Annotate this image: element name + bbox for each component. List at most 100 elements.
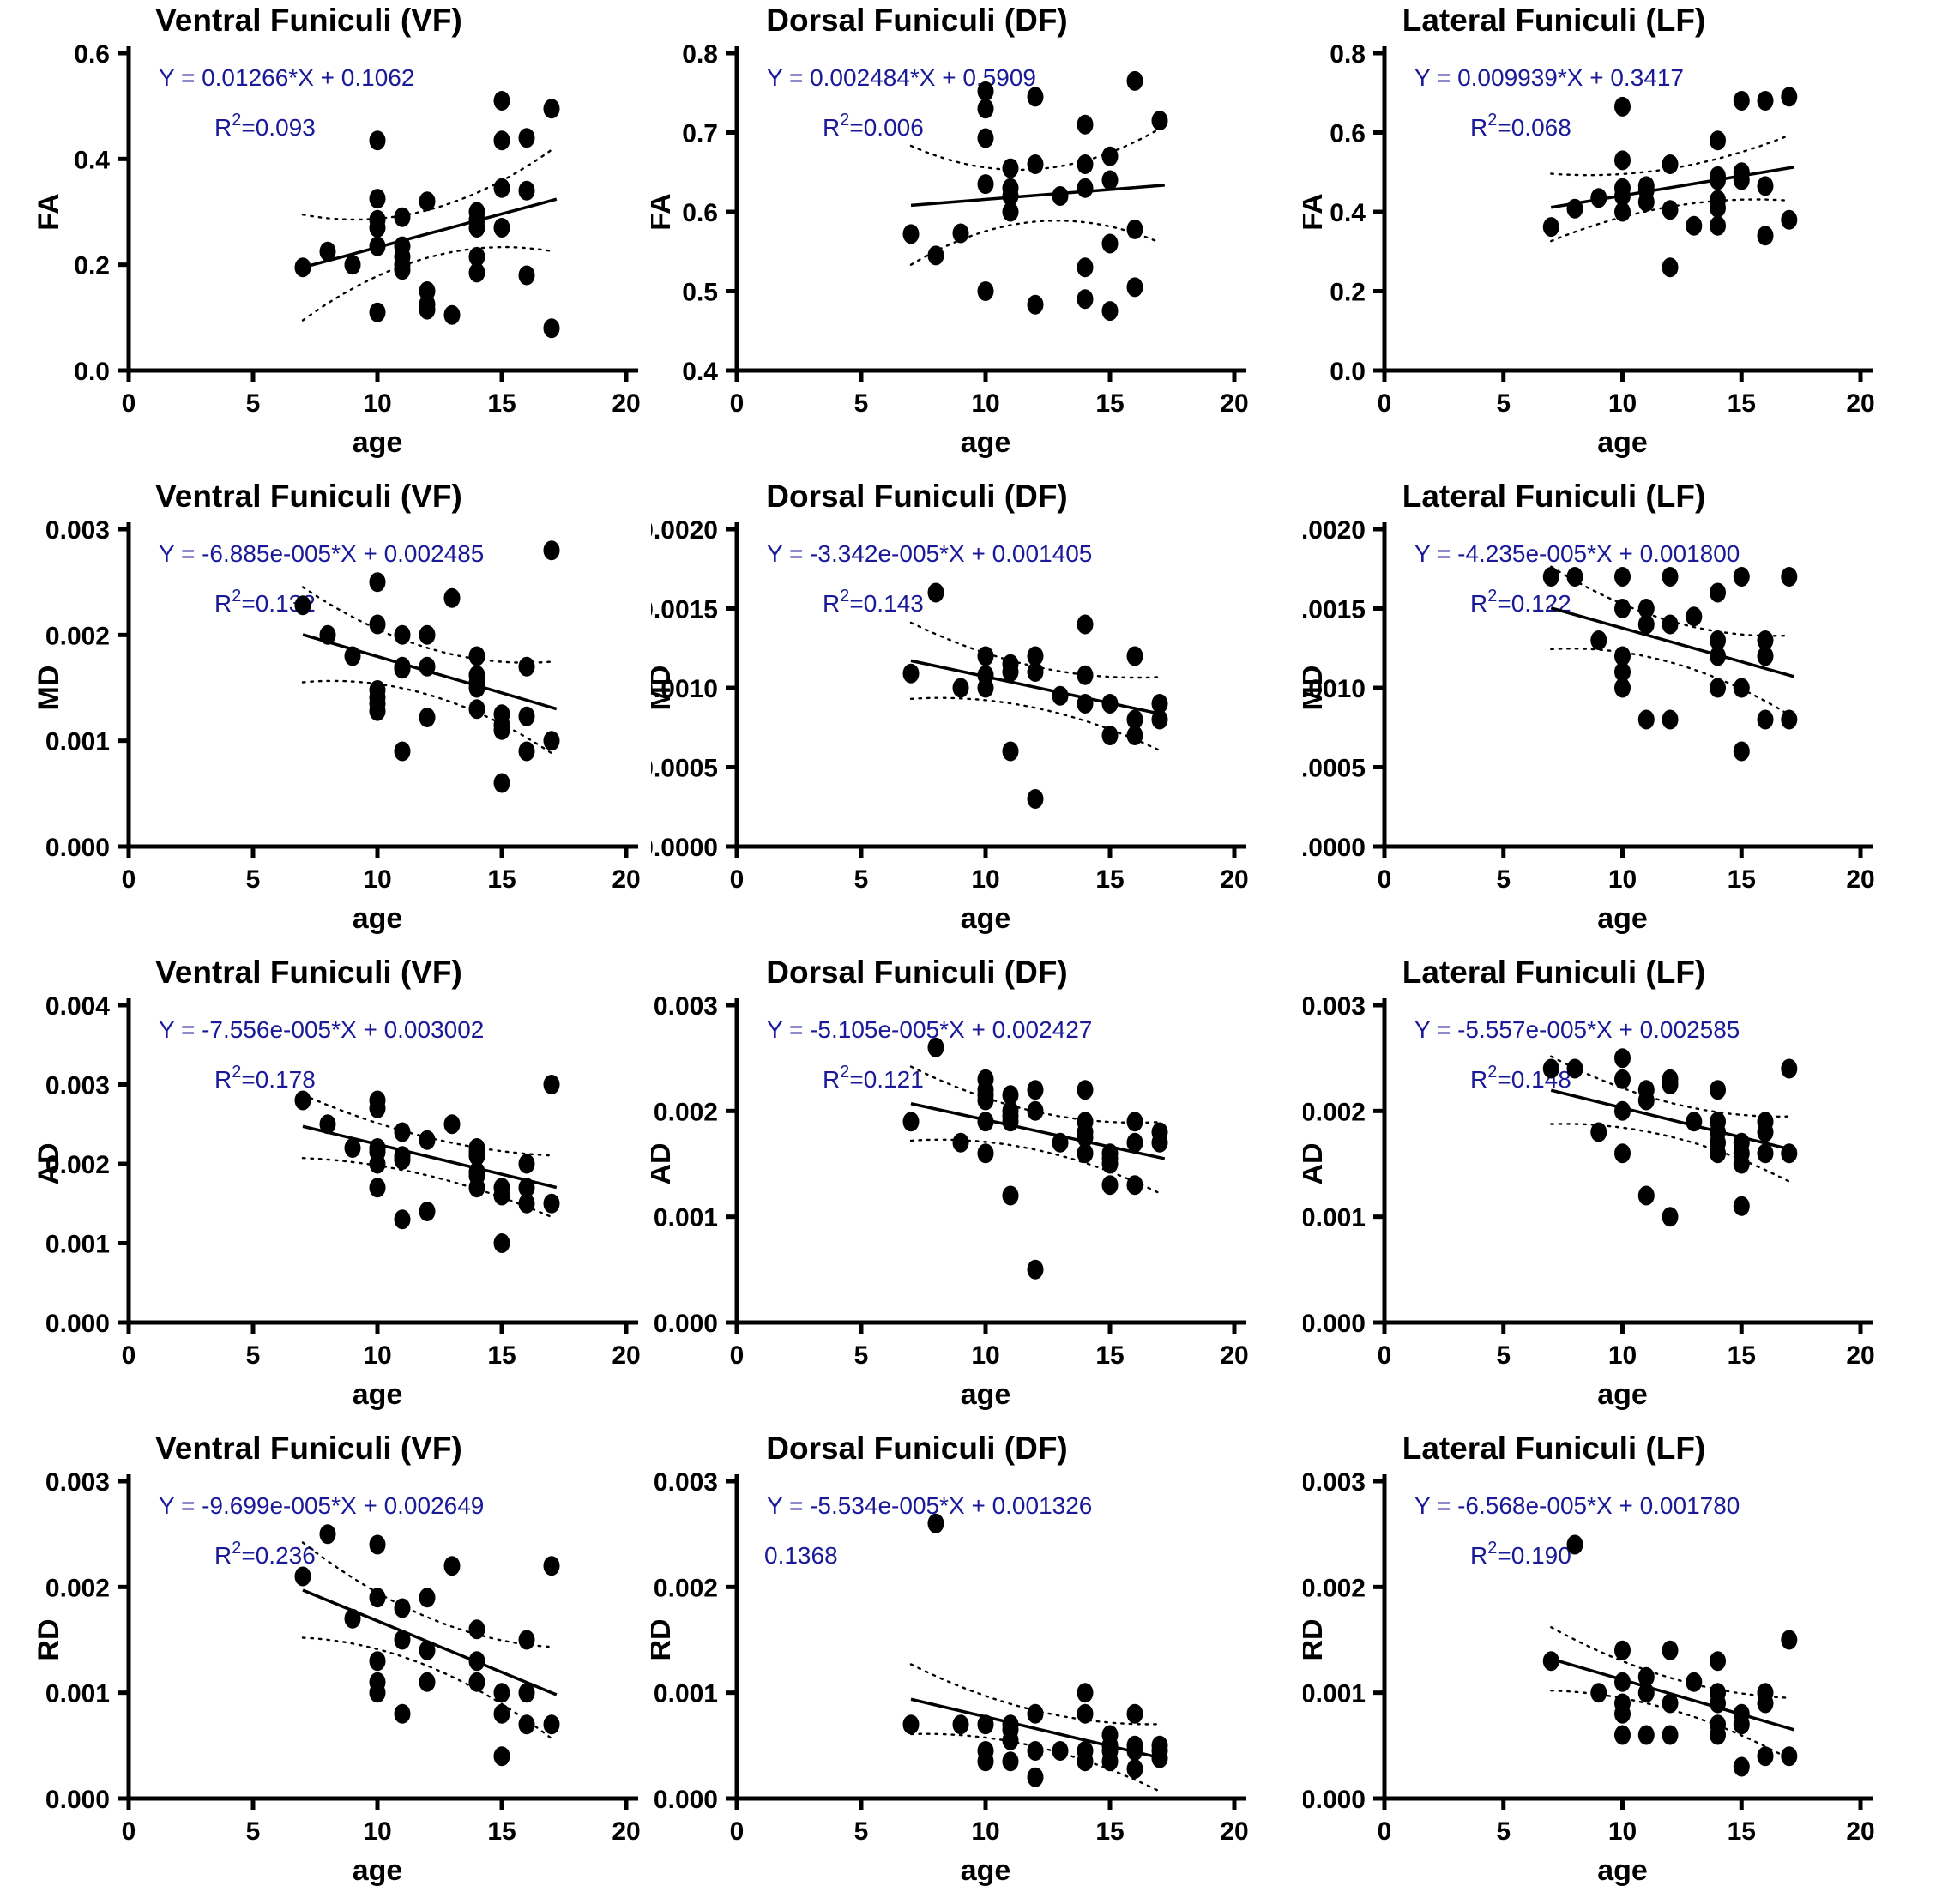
data-point xyxy=(1637,191,1655,212)
data-point xyxy=(493,1683,510,1703)
y-axis-label: RD xyxy=(33,1618,65,1660)
data-point xyxy=(1662,614,1679,635)
data-point xyxy=(443,1556,461,1576)
data-point xyxy=(518,656,535,677)
plot-canvas-rd-lf: Lateral Funiculi (LF) 0.000 0.001 0.002 0.00… xyxy=(1303,1431,1875,1887)
data-point xyxy=(1662,709,1679,730)
y-tick-label: 0.2 xyxy=(1330,279,1366,307)
y-tick-label: 0.7 xyxy=(683,120,719,148)
x-tick-label: 15 xyxy=(1096,1341,1125,1370)
confidence-band-lower xyxy=(910,696,1161,752)
data-point xyxy=(902,1714,920,1735)
data-point xyxy=(952,1714,969,1735)
y-tick-label: 0.4 xyxy=(683,358,719,386)
data-point xyxy=(394,1209,411,1230)
plot-title: Lateral Funiculi (LF) xyxy=(1402,3,1705,38)
r-squared-label: 0.1368 xyxy=(764,1542,838,1569)
y-tick-label: 0.003 xyxy=(45,516,110,545)
x-tick-label: 10 xyxy=(972,389,1000,418)
data-point xyxy=(543,1556,560,1576)
y-axis-label: AD xyxy=(651,1142,677,1184)
data-point xyxy=(1002,1730,1019,1750)
data-point xyxy=(902,663,920,684)
data-point xyxy=(927,1513,944,1533)
x-tick-label: 20 xyxy=(1846,865,1874,894)
data-point xyxy=(1685,1112,1702,1132)
y-tick-label: 0.6 xyxy=(1330,120,1366,148)
x-tick-label: 20 xyxy=(612,389,640,418)
y-tick-label: 0.001 xyxy=(45,728,110,756)
data-point xyxy=(543,99,560,119)
data-point xyxy=(1101,146,1119,166)
data-point xyxy=(518,1193,535,1214)
data-point xyxy=(1637,1683,1655,1703)
data-point xyxy=(419,1588,436,1608)
data-point xyxy=(468,218,485,238)
data-point xyxy=(1002,1185,1019,1206)
x-tick-label: 15 xyxy=(1096,389,1125,418)
regression-equation: Y = 0.002484*X + 0.5909 xyxy=(767,64,1036,91)
confidence-band-upper xyxy=(301,148,553,221)
x-tick-label: 0 xyxy=(1377,1341,1391,1370)
confidence-band-lower xyxy=(1549,1123,1790,1183)
data-point xyxy=(977,281,994,301)
y-tick-label: 0.002 xyxy=(45,1574,110,1602)
data-point xyxy=(369,1098,386,1118)
data-point xyxy=(493,1703,510,1724)
data-point xyxy=(1709,1725,1726,1745)
y-tick-label: 0.0005 xyxy=(1303,755,1366,783)
data-point xyxy=(1709,630,1726,650)
subplot-md-vf: Ventral Funiculi (VF) 0.000 0.001 0.002 0.00… xyxy=(0,476,651,952)
x-tick-label: 5 xyxy=(1496,865,1511,894)
data-point xyxy=(1613,1048,1631,1069)
data-point xyxy=(1662,567,1679,587)
y-tick-label: 0.000 xyxy=(45,1786,110,1814)
data-point xyxy=(1151,1748,1168,1768)
y-tick-label: 0.2 xyxy=(74,252,110,280)
plot-title: Ventral Funiculi (VF) xyxy=(155,479,462,514)
data-point xyxy=(394,207,411,227)
regression-equation: Y = -3.342e-005*X + 0.001405 xyxy=(767,540,1092,567)
data-point xyxy=(1757,226,1774,246)
x-tick-label: 0 xyxy=(122,389,136,418)
x-tick-label: 10 xyxy=(972,865,1000,894)
x-tick-label: 0 xyxy=(122,1341,136,1370)
y-tick-label: 0.002 xyxy=(45,1151,110,1179)
data-point xyxy=(1662,1693,1679,1714)
data-point xyxy=(1077,1751,1094,1772)
data-point xyxy=(977,128,994,148)
data-point xyxy=(1101,1154,1119,1174)
data-point xyxy=(1151,111,1168,131)
x-tick-label: 5 xyxy=(246,1817,261,1846)
data-point xyxy=(1757,91,1774,111)
regression-line xyxy=(910,1697,1166,1761)
data-point xyxy=(1613,186,1631,206)
data-point xyxy=(1709,215,1726,236)
data-point xyxy=(1733,741,1750,762)
data-point xyxy=(1685,1672,1702,1692)
x-tick-label: 20 xyxy=(612,1341,640,1370)
x-axis-label: age xyxy=(353,902,403,935)
confidence-band-upper xyxy=(301,1541,553,1648)
data-point xyxy=(369,218,386,238)
subplot-fa-vf: Ventral Funiculi (VF) 0.0 0.2 0.4 0.6 0 5 10 15 2… xyxy=(0,0,651,476)
data-point xyxy=(1637,1725,1655,1745)
x-tick-label: 20 xyxy=(612,1817,640,1846)
data-point xyxy=(1027,1741,1044,1761)
r-squared-label: R2=0.093 xyxy=(214,111,316,141)
plot-canvas-md-lf: Lateral Funiculi (LF) 0.0000 0.0005 0.0010 0… xyxy=(1303,479,1875,935)
data-point xyxy=(394,260,411,280)
data-point xyxy=(419,299,436,320)
data-point xyxy=(468,262,485,283)
data-point xyxy=(319,624,336,645)
data-point xyxy=(1126,1175,1143,1196)
subplot-ad-lf: Lateral Funiculi (LF) 0.000 0.001 0.002 0.00… xyxy=(1303,952,1954,1428)
y-tick-label: 0.0005 xyxy=(651,755,718,783)
regression-line xyxy=(302,1124,558,1190)
data-point xyxy=(1052,186,1069,206)
regression-equation: Y = -5.557e-005*X + 0.002585 xyxy=(1414,1016,1740,1043)
x-tick-label: 0 xyxy=(1377,389,1391,418)
data-point xyxy=(419,1202,436,1221)
data-point xyxy=(1685,606,1702,627)
data-point xyxy=(1637,614,1655,635)
